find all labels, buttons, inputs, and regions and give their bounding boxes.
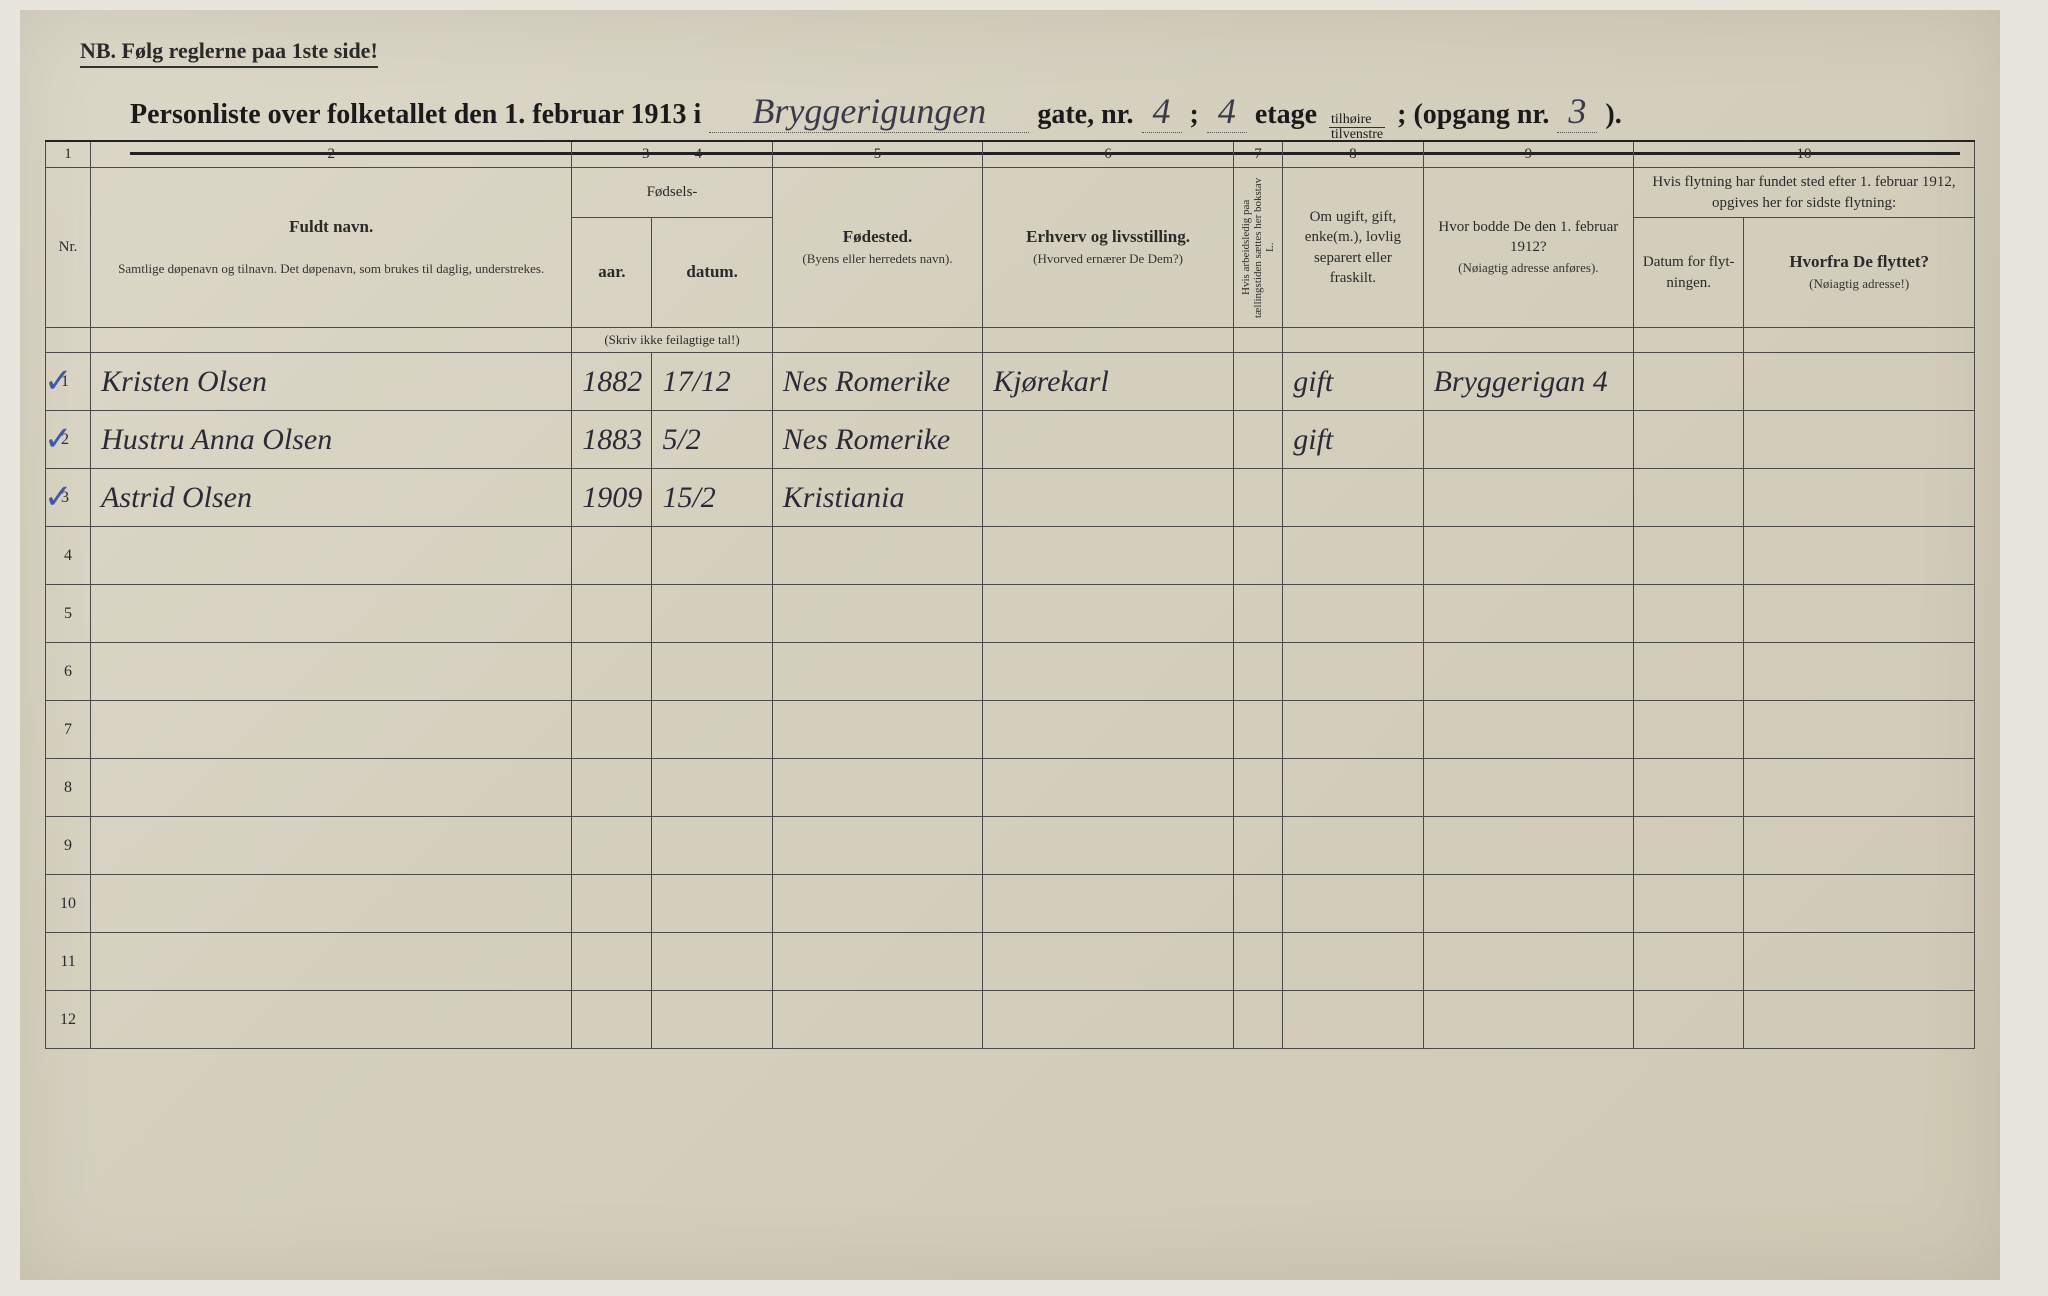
census-form-paper: NB. Følg reglerne paa 1ste side! Personl…: [20, 10, 2000, 1280]
title-close: ).: [1605, 99, 1621, 131]
opgang-label: ; (opgang nr.: [1397, 99, 1549, 131]
cell-erhverv: Kjørekarl: [983, 353, 1234, 411]
table-row-empty: 5: [46, 585, 1975, 643]
cell-c8: gift: [1283, 353, 1423, 411]
colnum-6: 6: [983, 141, 1234, 168]
cell-aar: 1909: [572, 469, 652, 527]
cell-fodested: Nes Romerike: [772, 353, 983, 411]
cell-c10b: [1744, 411, 1975, 469]
etage-number: 4: [1207, 90, 1247, 133]
gate-label: gate, nr.: [1037, 99, 1133, 131]
row-number: 4: [46, 527, 91, 585]
header-sub-row: (Skriv ikke feilagtige tal!): [46, 328, 1975, 353]
row-number: 8: [46, 759, 91, 817]
check-icon: ✓: [44, 419, 73, 459]
opgang-number: 3: [1557, 90, 1597, 133]
cell-c10a: [1634, 353, 1744, 411]
cell-datum: 15/2: [652, 469, 772, 527]
cell-aar: 1883: [572, 411, 652, 469]
header-row-1: Nr. Fuldt navn. Samtlige døpenavn og til…: [46, 168, 1975, 218]
hdr-col9: Hvor bodde De den 1. februar 1912? (Nøia…: [1423, 168, 1634, 328]
colnum-8: 8: [1283, 141, 1423, 168]
colnum-9: 9: [1423, 141, 1634, 168]
hdr-col8: Om ugift, gift, enke(m.), lovlig separer…: [1283, 168, 1423, 328]
table-row: ✓2Hustru Anna Olsen18835/2Nes Romerike gi…: [46, 411, 1975, 469]
cell-c8: [1283, 469, 1423, 527]
colnum-2: 2: [91, 141, 572, 168]
colnum-10: 10: [1634, 141, 1975, 168]
table-row: ✓3Astrid Olsen190915/2Kristiania: [46, 469, 1975, 527]
hdr-aar: aar.: [572, 218, 652, 328]
cell-c7: [1233, 411, 1282, 469]
colnum-3-4: 3 4: [572, 141, 772, 168]
etage-label: etage: [1255, 99, 1317, 131]
cell-c10b: [1744, 469, 1975, 527]
hdr-name: Fuldt navn. Samtlige døpenavn og tilnavn…: [91, 168, 572, 328]
cell-c10a: [1634, 469, 1744, 527]
cell-c10b: [1744, 353, 1975, 411]
cell-fodested: Nes Romerike: [772, 411, 983, 469]
hdr-col10-title: Hvis flytning har fundet sted efter 1. f…: [1634, 168, 1975, 218]
table-row-empty: 6: [46, 643, 1975, 701]
title-prefix: Personliste over folketallet den 1. febr…: [130, 99, 701, 131]
cell-name: Astrid Olsen: [91, 469, 572, 527]
row-number: 6: [46, 643, 91, 701]
table-row: ✓1Kristen Olsen188217/12Nes RomerikeKjør…: [46, 353, 1975, 411]
colnum-5: 5: [772, 141, 983, 168]
table-row-empty: 9: [46, 817, 1975, 875]
colnum-7: 7: [1233, 141, 1282, 168]
cell-c7: [1233, 353, 1282, 411]
cell-c10a: [1634, 411, 1744, 469]
row-number: ✓2: [46, 411, 91, 469]
row-number: 9: [46, 817, 91, 875]
cell-name: Kristen Olsen: [91, 353, 572, 411]
hdr-col10b: Hvorfra De flyttet? (Nøiagtig adresse!): [1744, 218, 1975, 328]
census-table: 1 2 3 4 5 6 7 8 9 10 Nr. Fuldt navn. Sam…: [45, 140, 1975, 1049]
row-number: 7: [46, 701, 91, 759]
hdr-aar-sub: (Skriv ikke feilagtige tal!): [572, 328, 772, 353]
table-row-empty: 12: [46, 991, 1975, 1049]
cell-fodested: Kristiania: [772, 469, 983, 527]
cell-datum: 5/2: [652, 411, 772, 469]
cell-c9: [1423, 411, 1634, 469]
cell-erhverv: [983, 469, 1234, 527]
cell-aar: 1882: [572, 353, 652, 411]
side-fraction: tilhøire tilvenstre: [1329, 113, 1385, 142]
cell-c7: [1233, 469, 1282, 527]
row-number: ✓3: [46, 469, 91, 527]
street-name-handwritten: Bryggerigungen: [709, 90, 1029, 133]
table-row-empty: 10: [46, 875, 1975, 933]
row-number: 12: [46, 991, 91, 1049]
gate-number: 4: [1142, 90, 1182, 133]
row-number: 5: [46, 585, 91, 643]
hdr-fodsels: Fødsels-: [572, 168, 772, 218]
colnum-1: 1: [46, 141, 91, 168]
separator: ;: [1190, 99, 1199, 131]
cell-datum: 17/12: [652, 353, 772, 411]
check-icon: ✓: [44, 477, 73, 517]
table-row-empty: 11: [46, 933, 1975, 991]
row-number: 10: [46, 875, 91, 933]
row-number: ✓1: [46, 353, 91, 411]
hdr-nr: Nr.: [46, 168, 91, 328]
hdr-fodested: Fødested. (Byens eller herredets navn).: [772, 168, 983, 328]
hdr-col10a: Datum for flyt-ningen.: [1634, 218, 1744, 328]
table-row-empty: 8: [46, 759, 1975, 817]
cell-c9: Bryggerigan 4: [1423, 353, 1634, 411]
table-row-empty: 4: [46, 527, 1975, 585]
cell-name: Hustru Anna Olsen: [91, 411, 572, 469]
row-number: 11: [46, 933, 91, 991]
cell-erhverv: [983, 411, 1234, 469]
hdr-erhverv: Erhverv og livsstilling. (Hvorved ernære…: [983, 168, 1234, 328]
check-icon: ✓: [44, 361, 73, 401]
table-row-empty: 7: [46, 701, 1975, 759]
hdr-datum: datum.: [652, 218, 772, 328]
cell-c9: [1423, 469, 1634, 527]
hdr-col7: Hvis arbeidsledig paa tællingstiden sætt…: [1233, 168, 1282, 328]
column-number-row: 1 2 3 4 5 6 7 8 9 10: [46, 141, 1975, 168]
nb-notice: NB. Følg reglerne paa 1ste side!: [80, 38, 378, 68]
cell-c8: gift: [1283, 411, 1423, 469]
frac-top: tilhøire: [1329, 113, 1385, 128]
